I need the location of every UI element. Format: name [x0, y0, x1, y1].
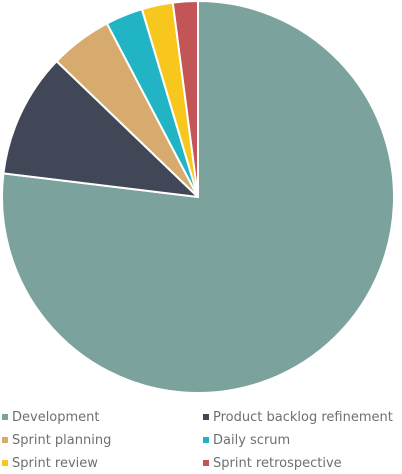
- pie-slice-product-backlog-refinement: [2, 60, 199, 198]
- legend-swatch: [203, 414, 209, 420]
- legend: Development Product backlog refinement Spr…: [0, 406, 402, 472]
- legend-label: Sprint planning: [12, 432, 112, 448]
- legend-swatch: [203, 460, 209, 466]
- legend-item-development: Development: [2, 406, 100, 428]
- legend-item-daily-scrum: Daily scrum: [203, 429, 290, 451]
- pie-chart: [1, 0, 395, 394]
- legend-item-sprint-retrospective: Sprint retrospective: [203, 452, 342, 474]
- pie-slice-development: [1, 0, 395, 394]
- legend-item-product-backlog-refinement: Product backlog refinement: [203, 406, 393, 428]
- legend-swatch: [2, 437, 8, 443]
- legend-label: Sprint retrospective: [213, 455, 342, 471]
- pie-slice-sprint-retrospective: [171, 0, 199, 198]
- legend-item-sprint-review: Sprint review: [2, 452, 98, 474]
- legend-label: Development: [12, 409, 100, 425]
- legend-swatch: [2, 460, 8, 466]
- legend-item-sprint-planning: Sprint planning: [2, 429, 111, 451]
- legend-label: Daily scrum: [213, 432, 291, 448]
- legend-swatch: [2, 414, 8, 420]
- legend-swatch: [203, 437, 209, 443]
- legend-label: Product backlog refinement: [213, 409, 393, 425]
- legend-label: Sprint review: [12, 455, 98, 471]
